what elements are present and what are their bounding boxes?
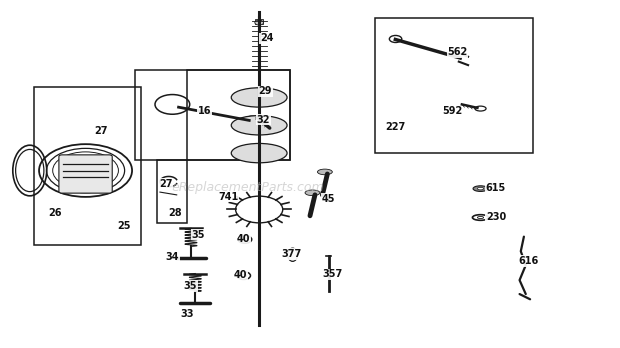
Ellipse shape (473, 186, 488, 191)
Ellipse shape (231, 116, 287, 135)
Text: 741: 741 (218, 192, 238, 201)
Text: 377: 377 (281, 249, 301, 259)
Ellipse shape (305, 190, 320, 196)
Text: 40: 40 (237, 235, 250, 244)
Ellipse shape (477, 187, 484, 190)
Text: 25: 25 (117, 221, 131, 230)
Text: 35: 35 (192, 230, 205, 240)
Text: eReplacementParts.com: eReplacementParts.com (172, 181, 324, 195)
Text: 615: 615 (486, 183, 506, 193)
Bar (255, 19, 263, 24)
Text: 592: 592 (443, 106, 463, 116)
Text: 34: 34 (166, 252, 179, 262)
Ellipse shape (231, 88, 287, 107)
Text: 32: 32 (257, 115, 270, 125)
Text: 28: 28 (169, 208, 182, 218)
Text: 24: 24 (260, 33, 273, 43)
Ellipse shape (288, 248, 298, 261)
Text: 45: 45 (322, 194, 335, 204)
Text: 616: 616 (518, 256, 538, 266)
Text: 16: 16 (198, 106, 211, 116)
Text: 33: 33 (180, 309, 194, 319)
Text: 27: 27 (159, 179, 173, 189)
Text: 230: 230 (486, 213, 506, 222)
Text: 35: 35 (184, 281, 197, 291)
Ellipse shape (231, 143, 287, 163)
FancyBboxPatch shape (59, 155, 112, 193)
Ellipse shape (317, 169, 332, 175)
Ellipse shape (255, 20, 264, 25)
Text: 27: 27 (94, 126, 108, 135)
Text: 26: 26 (48, 208, 61, 218)
Text: 357: 357 (322, 269, 342, 279)
Text: 562: 562 (448, 47, 467, 57)
Text: 40: 40 (234, 270, 247, 280)
Text: 227: 227 (386, 122, 405, 132)
Text: 29: 29 (259, 86, 272, 96)
